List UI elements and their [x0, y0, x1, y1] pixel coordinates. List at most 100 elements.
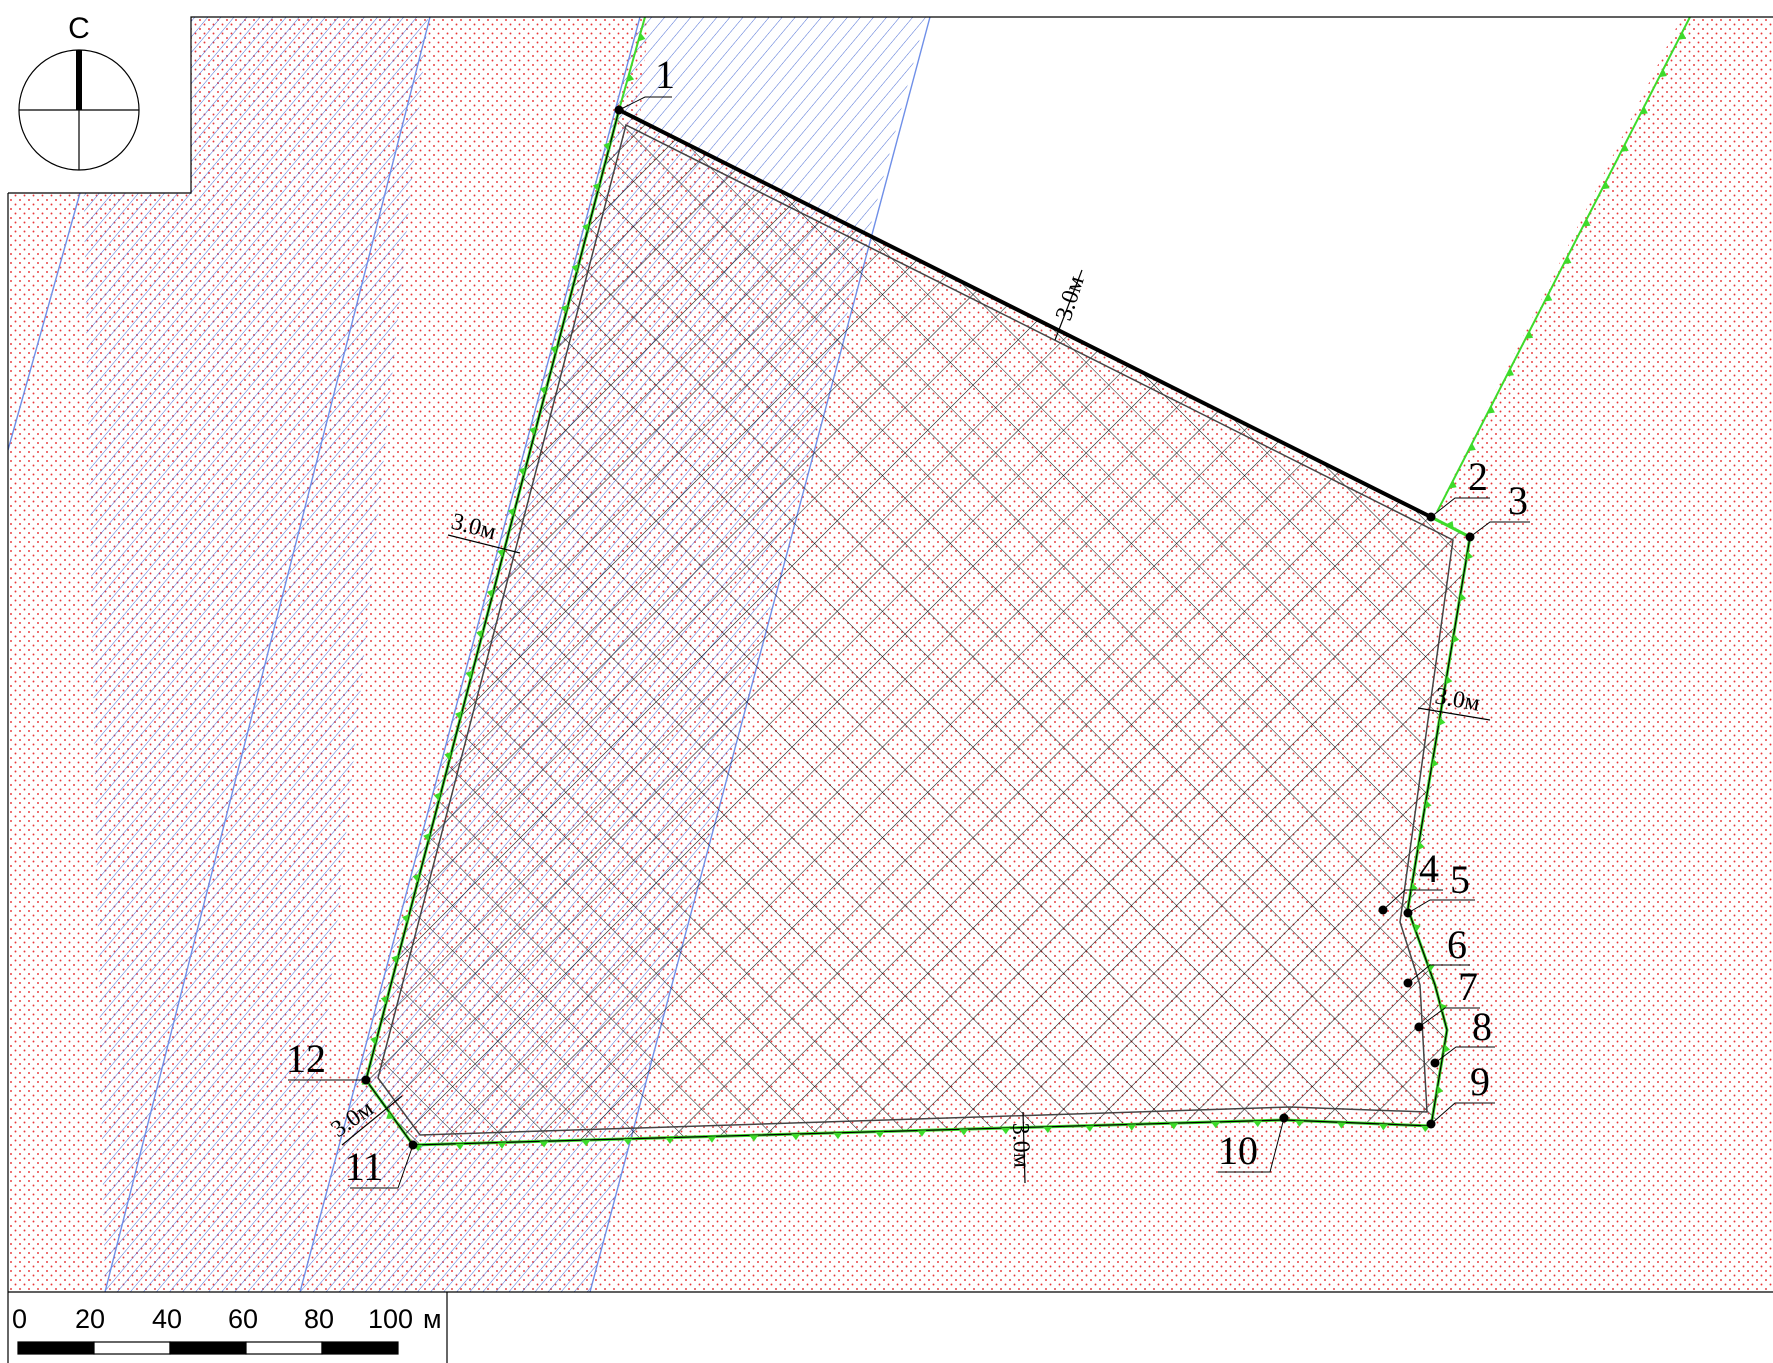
boundary-marker-triangle: [539, 1141, 549, 1148]
point-label: 2: [1468, 454, 1488, 499]
boundary-marker-triangle: [386, 1111, 394, 1119]
boundary-marker-triangle: [1431, 758, 1439, 768]
boundary-marker-triangle: [455, 1143, 465, 1150]
boundary-marker-triangle: [1544, 293, 1553, 302]
boundary-marker-triangle: [791, 1133, 801, 1141]
boundary-marker-triangle: [959, 1129, 969, 1136]
point-6: 6: [1403, 922, 1470, 988]
boundary-marker-triangle: [508, 507, 516, 517]
boundary-marker-triangle: [476, 629, 484, 639]
point-label: 6: [1447, 922, 1467, 967]
setback-line: [377, 123, 1454, 1136]
point-3: 3: [1465, 478, 1530, 542]
scale-tick-label: 100: [368, 1304, 413, 1334]
boundary-marker-triangle: [1438, 717, 1446, 726]
land-parcel: [366, 110, 1470, 1145]
boundary-marker-triangle: [582, 223, 590, 232]
boundary-marker-triangle: [433, 792, 441, 801]
point-label: 11: [345, 1144, 384, 1189]
compass-label: С: [68, 12, 90, 45]
setback-dim-south: 3.0м: [1007, 1111, 1035, 1184]
point-label: 7: [1458, 964, 1478, 1009]
boundary-marker-triangle: [1127, 1124, 1137, 1131]
boundary-marker-triangle: [1487, 405, 1495, 414]
point-label: 10: [1218, 1128, 1258, 1173]
boundary-marker-triangle: [1659, 69, 1667, 78]
scale-unit-label: м: [423, 1304, 442, 1334]
boundary-marker-triangle: [1582, 218, 1591, 227]
boundary-marker-triangle: [1417, 841, 1425, 851]
boundary-marker-triangle: [1253, 1120, 1263, 1128]
boundary-marker-triangle: [1085, 1125, 1095, 1132]
boundary-marker-triangle: [1337, 1122, 1347, 1129]
point-1: 1: [614, 52, 675, 115]
boundary-marker-triangle: [1445, 675, 1453, 685]
boundary-marker-triangle: [1640, 106, 1648, 115]
boundary-marker-triangle: [518, 467, 526, 476]
boundary-marker-triangle: [539, 385, 547, 395]
boundary-marker-triangle: [1621, 143, 1629, 152]
boundary-marker-triangle: [1445, 521, 1454, 529]
point-4: 4: [1378, 846, 1443, 915]
boundary-marker-triangle: [665, 1137, 675, 1144]
boundary-marker-triangle: [370, 1036, 378, 1045]
map-frame: [7, 16, 1773, 1363]
boundary-marker-triangle: [917, 1130, 927, 1137]
boundary-marker-triangle: [875, 1131, 885, 1138]
point-8: 8: [1430, 1004, 1495, 1068]
boundary-marker-triangle: [497, 1142, 507, 1149]
point-7: 7: [1414, 964, 1480, 1032]
boundary-marker-triangle: [1211, 1121, 1221, 1129]
boundary-marker-triangle: [603, 142, 611, 151]
point-label: 5: [1450, 857, 1470, 902]
road-boundary-right: [1436, 17, 1691, 513]
boundary-marker-triangle: [1379, 1123, 1388, 1131]
road-corridor: [640, 17, 1690, 520]
scale-tick-label: 20: [75, 1304, 105, 1334]
boundary-marker-triangle: [833, 1132, 843, 1140]
boundary-marker-triangle: [561, 304, 569, 314]
setback-label: 3.0м: [1007, 1122, 1035, 1168]
boundary-marker-triangle: [1601, 181, 1610, 190]
boundary-marker-triangle: [529, 426, 537, 436]
boundary-marker-triangle: [1413, 923, 1421, 933]
scale-bar: 0 20 40 60 80 100 м: [12, 1304, 442, 1355]
boundary-marker-triangle: [1436, 1085, 1444, 1095]
boundary-marker-triangle: [626, 73, 635, 82]
boundary-marker-triangle: [1295, 1120, 1305, 1127]
boundary-marker-triangle: [1525, 330, 1534, 339]
north-compass: С: [18, 12, 140, 171]
boundary-marker-triangle: [412, 873, 420, 883]
boundary-marker-triangle: [391, 954, 399, 964]
point-label: 1: [655, 52, 675, 97]
boundary-marker-triangle: [486, 589, 494, 598]
plot-north-boundary: [618, 108, 1432, 519]
boundary-marker-triangle: [1563, 256, 1572, 265]
point-label: 3: [1508, 478, 1528, 523]
scale-bar-segments: [17, 1341, 399, 1355]
point-label: 4: [1419, 846, 1439, 891]
boundary-marker-triangle: [1468, 443, 1476, 452]
point-12: 12: [286, 1036, 371, 1085]
scale-tick-label: 40: [152, 1304, 182, 1334]
north-needle-icon: [76, 50, 82, 110]
hatched-strip-left: [80, 17, 430, 1292]
scale-bar-labels: 0 20 40 60 80 100 м: [12, 1304, 442, 1334]
boundary-marker-triangle: [592, 182, 600, 192]
boundary-marker-triangle: [1169, 1123, 1179, 1130]
boundary-marker-triangle: [1506, 368, 1514, 377]
boundary-marker-triangle: [380, 995, 388, 1005]
boundary-marker-triangle: [638, 32, 646, 42]
boundary-marker-triangle: [1678, 31, 1687, 40]
boundary-marker-triangle: [1421, 1125, 1430, 1133]
boundary-marker-triangle: [550, 345, 558, 354]
scale-tick-label: 60: [228, 1304, 258, 1334]
boundary-marker-triangle: [581, 1139, 591, 1147]
scale-tick-label: 80: [304, 1304, 334, 1334]
point-label: 9: [1470, 1059, 1490, 1104]
boundary-marker-triangle: [465, 670, 473, 680]
boundary-marker-triangle: [1443, 1044, 1451, 1053]
boundary-marker-triangle: [1424, 800, 1432, 809]
